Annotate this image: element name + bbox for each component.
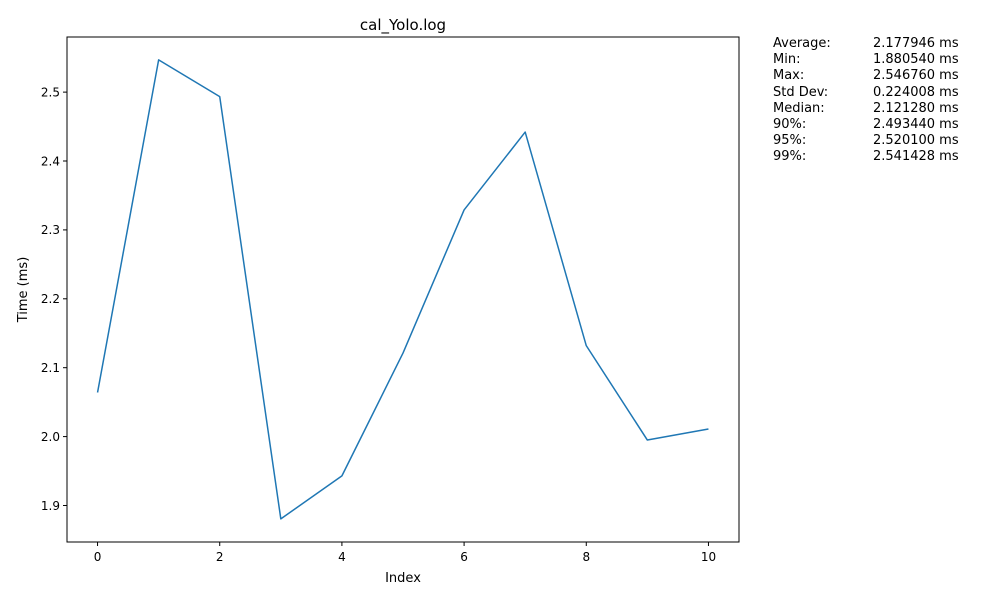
x-tick-label: 10	[701, 550, 716, 564]
plot-area	[66, 36, 740, 543]
stat-name: Median:	[773, 100, 825, 116]
stat-row: 95%: 2.520100 ms	[773, 133, 959, 149]
stat-value: 2.520100 ms	[873, 133, 959, 149]
y-axis: 1.9 2.0 2.1 2.2 2.3 2.4 2.5	[41, 85, 67, 513]
stat-value: 2.493440 ms	[873, 117, 959, 133]
stat-name: 95%:	[773, 133, 807, 149]
y-tick-label: 1.9	[41, 499, 60, 513]
x-tick-label: 4	[338, 550, 346, 564]
x-tick-label: 6	[460, 550, 468, 564]
x-tick-label: 0	[94, 550, 102, 564]
x-axis-label: Index	[385, 571, 421, 586]
x-tick-label: 2	[216, 550, 224, 564]
stat-value: 2.546760 ms	[873, 68, 959, 84]
stat-row: 99%: 2.541428 ms	[773, 149, 959, 165]
x-tick-label: 8	[582, 550, 590, 564]
stat-value: 2.177946 ms	[873, 36, 959, 51]
y-tick-label: 2.0	[41, 430, 60, 444]
stat-row: Average: 2.177946 ms	[773, 36, 959, 52]
y-tick-label: 2.1	[41, 361, 60, 375]
stat-name: Min:	[773, 52, 801, 68]
series-line	[96, 59, 709, 520]
statistics-panel: Average: 2.177946 ms Min: 1.880540 ms Max: 2.…	[773, 36, 959, 166]
stat-row: Min: 1.880540 ms	[773, 52, 959, 68]
stat-value: 0.224008 ms	[873, 84, 959, 100]
x-axis: 0 2 4 6 8 10	[94, 542, 716, 564]
stat-name: Std Dev:	[773, 84, 829, 100]
stat-name: Max:	[773, 68, 805, 84]
y-tick-label: 2.2	[41, 292, 60, 306]
stat-name: 90%:	[773, 117, 807, 133]
stat-value: 1.880540 ms	[873, 52, 959, 68]
stat-row: Max: 2.546760 ms	[773, 68, 959, 84]
stat-row: Std Dev: 0.224008 ms	[773, 85, 959, 101]
stat-name: Average:	[773, 36, 831, 51]
chart-title: cal_Yolo.log	[360, 16, 446, 35]
stat-value: 2.541428 ms	[873, 149, 959, 165]
y-tick-label: 2.3	[41, 223, 60, 237]
stat-value: 2.121280 ms	[873, 100, 959, 116]
series-layer	[96, 59, 709, 520]
stat-name: 99%:	[773, 149, 807, 165]
y-axis-label: Time (ms)	[16, 257, 31, 324]
stat-row: Median: 2.121280 ms	[773, 101, 959, 117]
y-tick-label: 2.4	[41, 154, 60, 168]
y-tick-label: 2.5	[41, 85, 60, 99]
stat-row: 90%: 2.493440 ms	[773, 117, 959, 133]
